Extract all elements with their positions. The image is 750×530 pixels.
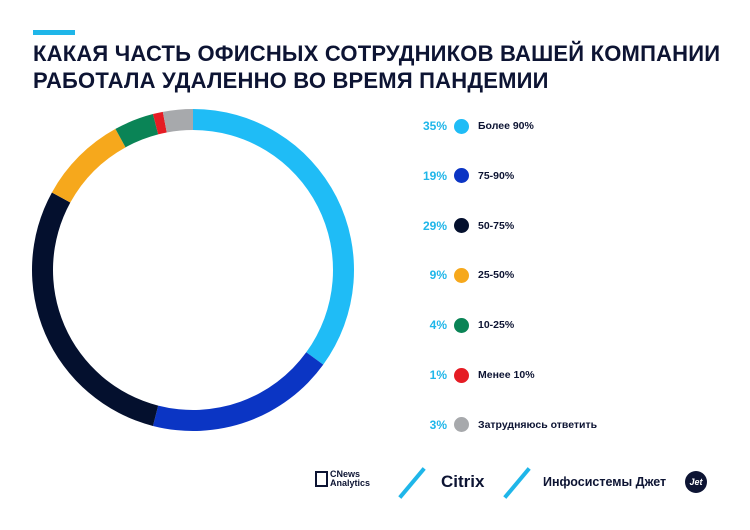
cnews-logo-line1: CNews <box>330 469 361 479</box>
donut-slice-2 <box>31 192 159 426</box>
footer-logos: CNews Analytics Citrix Инфосистемы Джет … <box>0 458 750 508</box>
jet-logo-icon: Jet <box>685 471 707 493</box>
legend-value: 3% <box>429 417 447 432</box>
legend-color-dot <box>454 168 469 184</box>
donut-slice-6 <box>162 109 193 133</box>
legend-item: 9% 25-50% <box>400 265 514 285</box>
legend-value: 1% <box>429 368 447 382</box>
legend-label: 10-25% <box>478 319 515 332</box>
legend-label: 75-90% <box>478 169 515 182</box>
donut-slice-5 <box>152 111 167 135</box>
legend-value: 35% <box>422 119 447 133</box>
legend-label: 25-50% <box>478 269 515 282</box>
cnews-logo-mark <box>315 471 328 487</box>
donut-slice-0 <box>193 109 354 365</box>
legend-color-dot <box>454 317 469 333</box>
legend-item: 29% 50-75% <box>400 216 514 236</box>
donut-slice-1 <box>152 352 324 432</box>
legend-item: 3% Затрудняюсь ответить <box>400 415 597 435</box>
citrix-logo: Citrix <box>441 472 485 491</box>
legend-color-dot <box>454 118 469 134</box>
cnews-logo-line2: Analytics <box>330 478 371 488</box>
legend-color-dot <box>454 417 469 433</box>
divider-slash-2 <box>503 467 531 499</box>
legend-item: 19% 75-90% <box>400 166 514 186</box>
legend-value: 4% <box>429 318 447 333</box>
chart-title-line2: РАБОТАЛА УДАЛЕННО ВО ВРЕМЯ ПАНДЕМИИ <box>33 68 549 93</box>
chart-title-line1: КАКАЯ ЧАСТЬ ОФИСНЫХ СОТРУДНИКОВ ВАШЕЙ КО… <box>33 41 721 66</box>
legend-label: Менее 10% <box>478 369 535 381</box>
legend-value: 9% <box>429 268 447 283</box>
legend-item: 4% 10-25% <box>400 315 514 335</box>
donut-slice-3 <box>51 128 126 203</box>
divider-slash-1 <box>398 467 426 499</box>
legend-item: 1% Менее 10% <box>400 365 535 385</box>
legend-item: 35% Более 90% <box>400 116 534 136</box>
cnews-analytics-logo: CNews Analytics <box>315 470 370 488</box>
legend-color-dot <box>454 218 469 234</box>
legend-color-dot <box>454 267 469 283</box>
legend-value: 29% <box>422 218 447 233</box>
legend-label: 50-75% <box>478 219 515 232</box>
legend-label: Затрудняюсь ответить <box>478 418 598 431</box>
title-accent-bar <box>33 30 75 35</box>
legend-value: 19% <box>422 168 447 183</box>
legend-label: Более 90% <box>478 120 534 132</box>
chart-title: КАКАЯ ЧАСТЬ ОФИСНЫХ СОТРУДНИКОВ ВАШЕЙ КО… <box>33 40 733 94</box>
infosys-jet-logo-text: Инфосистемы Джет <box>543 475 667 489</box>
donut-slice-4 <box>115 114 159 148</box>
legend-color-dot <box>454 367 469 383</box>
